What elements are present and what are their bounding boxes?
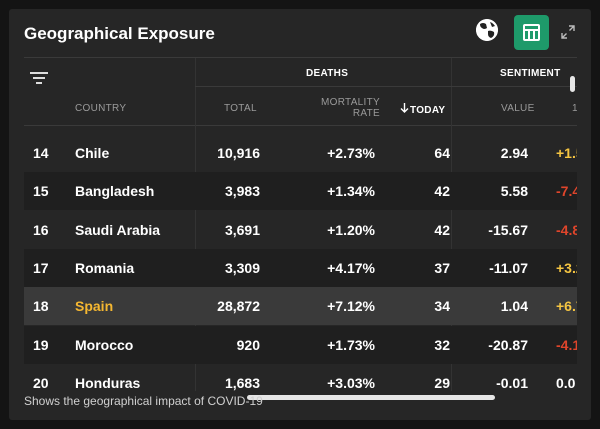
country-cell[interactable]: Bangladesh bbox=[75, 183, 155, 200]
group-header-sentiment: SENTIMENT bbox=[500, 68, 561, 79]
total-cell: 1,683 bbox=[224, 374, 260, 391]
country-cell[interactable]: Honduras bbox=[75, 374, 141, 391]
rank-cell: 17 bbox=[33, 259, 49, 276]
mortality-cell: +4.17% bbox=[327, 259, 375, 276]
value-cell: 1.04 bbox=[500, 298, 528, 315]
widget-title: Geographical Exposure bbox=[24, 24, 215, 43]
total-cell: 10,916 bbox=[217, 145, 260, 161]
table-row[interactable]: 14 Chile 10,916 +2.73% 64 2.94 +1.5 bbox=[24, 134, 577, 172]
rank-cell: 20 bbox=[33, 374, 49, 391]
value-cell: -11.07 bbox=[489, 259, 528, 276]
mortality-cell: +3.03% bbox=[327, 374, 375, 391]
geographical-exposure-widget: Geographical Exposure DEATHS SENTIMENT C… bbox=[9, 9, 591, 420]
expand-icon[interactable] bbox=[561, 25, 575, 39]
change-cell: -4.8 bbox=[556, 221, 577, 238]
country-cell[interactable]: Chile bbox=[75, 145, 110, 161]
change-cell: 0.0 bbox=[556, 374, 576, 391]
table-header bbox=[24, 58, 577, 126]
globe-icon[interactable] bbox=[476, 19, 498, 41]
data-table: DEATHS SENTIMENT COUNTRY TOTAL MORTALITY… bbox=[24, 57, 577, 391]
rank-cell: 16 bbox=[33, 221, 49, 238]
total-cell: 3,983 bbox=[224, 183, 260, 200]
col-header-today[interactable]: TODAY bbox=[400, 103, 445, 116]
table-row[interactable]: 16 Saudi Arabia 3,691 +1.20% 42 -15.67 -4.8 bbox=[24, 211, 577, 249]
country-cell[interactable]: Morocco bbox=[75, 336, 134, 353]
rank-cell: 15 bbox=[33, 183, 49, 200]
today-cell: 42 bbox=[434, 183, 450, 200]
vertical-scrollbar[interactable] bbox=[570, 76, 575, 92]
country-cell[interactable]: Spain bbox=[75, 298, 114, 315]
col-header-1d[interactable]: 1D bbox=[572, 103, 577, 114]
table-row[interactable]: 18 Spain 28,872 +7.12% 34 1.04 +6.7 bbox=[24, 287, 577, 326]
change-cell: +6.7 bbox=[556, 298, 577, 315]
col-header-country[interactable]: COUNTRY bbox=[75, 103, 127, 114]
change-cell: +1.5 bbox=[556, 145, 577, 161]
rank-cell: 18 bbox=[33, 298, 49, 315]
today-cell: 42 bbox=[434, 221, 450, 238]
value-cell: 2.94 bbox=[500, 145, 528, 161]
value-cell: -15.67 bbox=[488, 221, 528, 238]
today-cell: 34 bbox=[434, 298, 450, 315]
table-row[interactable]: 19 Morocco 920 +1.73% 32 -20.87 -4.1 bbox=[24, 325, 577, 364]
country-cell[interactable]: Romania bbox=[75, 259, 135, 276]
table-row[interactable]: 17 Romania 3,309 +4.17% 37 -11.07 +3.2 bbox=[24, 248, 577, 287]
col-header-mortality[interactable]: MORTALITY RATE bbox=[320, 97, 380, 119]
mortality-cell: +2.73% bbox=[327, 145, 375, 161]
change-cell: -7.4 bbox=[556, 183, 577, 200]
widget-footer: Shows the geographical impact of COVID-1… bbox=[24, 394, 263, 408]
change-cell: -4.1 bbox=[556, 336, 577, 353]
today-cell: 37 bbox=[434, 259, 450, 276]
country-cell[interactable]: Saudi Arabia bbox=[75, 221, 161, 238]
col-header-value[interactable]: VALUE bbox=[501, 103, 535, 114]
group-header-deaths: DEATHS bbox=[306, 68, 349, 79]
rank-cell: 14 bbox=[33, 145, 49, 161]
table-view-button[interactable] bbox=[514, 15, 549, 50]
total-cell: 28,872 bbox=[217, 298, 260, 315]
value-cell: -20.87 bbox=[488, 336, 528, 353]
today-cell: 29 bbox=[434, 374, 450, 391]
today-cell: 32 bbox=[434, 336, 450, 353]
table-row[interactable]: 20 Honduras 1,683 +3.03% 29 -0.01 0.0 bbox=[24, 364, 577, 391]
today-cell: 64 bbox=[434, 145, 450, 161]
total-cell: 920 bbox=[236, 336, 260, 353]
value-cell: -0.01 bbox=[496, 374, 528, 391]
sort-arrow-down-icon bbox=[400, 103, 410, 116]
total-cell: 3,691 bbox=[224, 221, 260, 238]
mortality-cell: +1.34% bbox=[327, 183, 375, 200]
value-cell: 5.58 bbox=[500, 183, 528, 200]
horizontal-scrollbar[interactable] bbox=[247, 395, 495, 400]
rank-cell: 19 bbox=[33, 336, 49, 353]
mortality-cell: +7.12% bbox=[327, 298, 375, 315]
table-row[interactable]: 15 Bangladesh 3,983 +1.34% 42 5.58 -7.4 bbox=[24, 172, 577, 211]
table-icon bbox=[523, 24, 540, 41]
total-cell: 3,309 bbox=[224, 259, 260, 276]
filter-icon[interactable] bbox=[30, 72, 48, 86]
col-header-total[interactable]: TOTAL bbox=[224, 103, 257, 114]
mortality-cell: +1.73% bbox=[327, 336, 375, 353]
mortality-cell: +1.20% bbox=[327, 221, 375, 238]
change-cell: +3.2 bbox=[556, 259, 577, 276]
